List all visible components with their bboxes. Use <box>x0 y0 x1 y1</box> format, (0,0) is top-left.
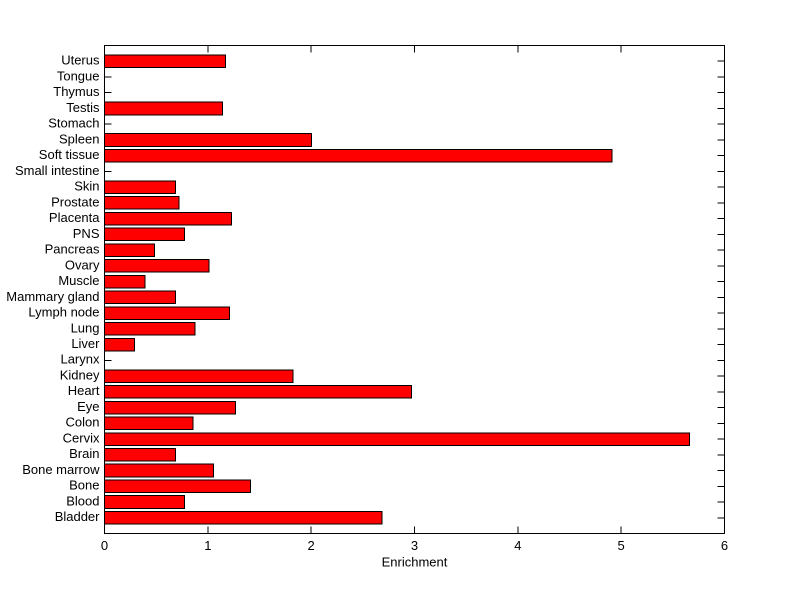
svg-text:1: 1 <box>204 538 211 553</box>
svg-text:Prostate: Prostate <box>51 194 99 209</box>
svg-text:Larynx: Larynx <box>60 352 100 367</box>
svg-text:Bone: Bone <box>69 478 99 493</box>
svg-text:5: 5 <box>618 538 625 553</box>
svg-text:Stomach: Stomach <box>48 116 99 131</box>
svg-text:PNS: PNS <box>73 226 100 241</box>
svg-text:Small intestine: Small intestine <box>15 163 100 178</box>
svg-text:Lung: Lung <box>71 320 100 335</box>
svg-text:Eye: Eye <box>77 399 99 414</box>
svg-text:Muscle: Muscle <box>58 273 99 288</box>
svg-text:Mammary gland: Mammary gland <box>6 289 99 304</box>
svg-text:Thymus: Thymus <box>53 84 100 99</box>
svg-text:Spleen: Spleen <box>59 131 99 146</box>
svg-text:Ovary: Ovary <box>65 257 100 272</box>
svg-text:0: 0 <box>101 538 108 553</box>
svg-text:Enrichment: Enrichment <box>382 555 448 570</box>
svg-text:Testis: Testis <box>66 100 100 115</box>
svg-text:Uterus: Uterus <box>61 53 100 68</box>
svg-text:Heart: Heart <box>68 383 100 398</box>
svg-text:Soft tissue: Soft tissue <box>39 147 100 162</box>
svg-text:6: 6 <box>721 538 728 553</box>
svg-text:Colon: Colon <box>66 415 100 430</box>
svg-text:Blood: Blood <box>66 493 99 508</box>
svg-text:Kidney: Kidney <box>60 367 100 382</box>
svg-text:Placenta: Placenta <box>49 210 100 225</box>
svg-text:Bladder: Bladder <box>55 509 100 524</box>
svg-text:Bone marrow: Bone marrow <box>22 462 100 477</box>
svg-text:Pancreas: Pancreas <box>45 242 100 257</box>
svg-text:Liver: Liver <box>71 336 100 351</box>
svg-text:Tongue: Tongue <box>57 68 100 83</box>
svg-text:4: 4 <box>514 538 521 553</box>
svg-text:Lymph node: Lymph node <box>28 305 99 320</box>
svg-text:2: 2 <box>308 538 315 553</box>
svg-text:Cervix: Cervix <box>63 430 100 445</box>
svg-text:3: 3 <box>411 538 418 553</box>
svg-text:Brain: Brain <box>69 446 99 461</box>
svg-text:Skin: Skin <box>74 179 99 194</box>
